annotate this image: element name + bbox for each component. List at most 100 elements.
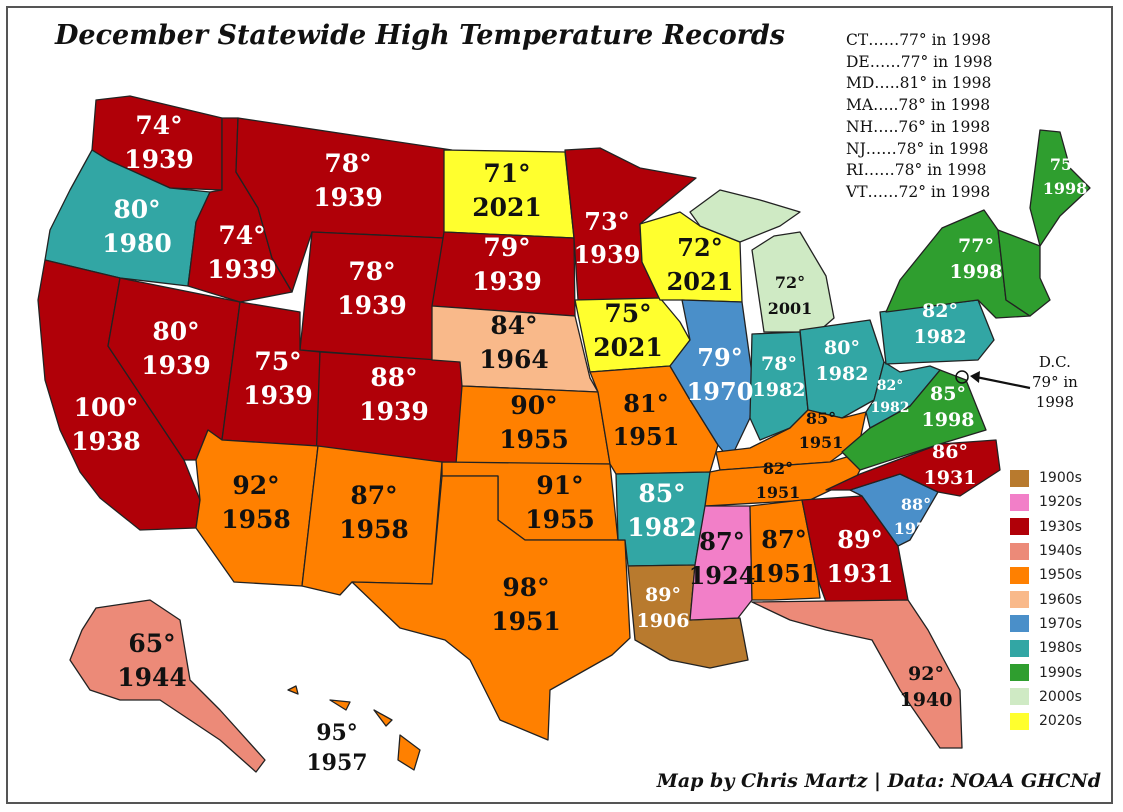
dc-note: D.C. 79° in 1998: [1032, 352, 1078, 412]
legend-swatch: [1010, 615, 1029, 633]
state-temp-tn: 82°: [763, 459, 793, 478]
state-temp-nd: 71°: [483, 159, 530, 188]
state-temp-fl: 92°: [908, 663, 944, 685]
state-temp-sd: 79°: [483, 233, 530, 262]
state-year-tx: 1951: [491, 607, 561, 636]
state-temp-wi: 72°: [677, 233, 722, 262]
state-temp-az: 92°: [232, 471, 279, 500]
state-nc: [825, 439, 1001, 497]
map-credit: Map by Chris Martz | Data: NOAA GHCNd: [656, 770, 1101, 792]
state-wv: [865, 361, 941, 429]
state-temp-or: 80°: [113, 195, 160, 224]
small-state-ma: MA…..78° in 1998: [846, 96, 991, 115]
small-state-ct: CT……77° in 1998: [846, 31, 991, 49]
state-temp-ks: 90°: [510, 391, 557, 420]
legend-item: 2000s: [1010, 685, 1082, 709]
state-year-pa: 1982: [914, 326, 967, 348]
legend-item: 1960s: [1010, 587, 1082, 611]
state-year-me: 1998: [1043, 179, 1088, 198]
dc-note-line1: D.C.: [1038, 353, 1071, 371]
labels-layer: 74° 1939 80° 1980 100° 1938 80° 1939 74° 1939 78° 1…: [71, 111, 1087, 776]
state-year-wy: 1939: [337, 291, 407, 320]
legend-swatch: [1010, 518, 1029, 536]
state-temp-ia: 75°: [604, 299, 651, 328]
legend-item: 1940s: [1010, 539, 1082, 563]
legend-label: 1930s: [1039, 518, 1082, 535]
state-year-ia: 2021: [593, 333, 663, 362]
state-year-mi: 2001: [768, 299, 813, 318]
small-state-nj: NJ……78° in 1998: [846, 139, 989, 158]
state-ky: [715, 409, 867, 471]
state-year-nc: 1931: [924, 467, 977, 489]
state-temp-wy: 78°: [348, 257, 395, 286]
state-year-va: 1998: [922, 409, 975, 431]
legend-item: 1920s: [1010, 490, 1082, 514]
state-temp-ms: 87°: [699, 527, 744, 556]
legend-swatch: [1010, 469, 1029, 487]
state-year-mn: 1939: [574, 240, 641, 269]
state-year-ne: 1964: [479, 345, 549, 374]
state-year-la: 1906: [637, 610, 690, 632]
state-year-oh: 1982: [816, 363, 869, 385]
legend-swatch: [1010, 591, 1029, 609]
legend-label: 2020s: [1039, 713, 1082, 730]
legend-item: 1990s: [1010, 660, 1082, 684]
state-year-wv: 1982: [871, 400, 910, 416]
state-year-ks: 1955: [499, 425, 569, 454]
state-temp-nc: 86°: [932, 441, 968, 463]
state-temp-mo: 81°: [623, 389, 668, 418]
legend-item: 1980s: [1010, 636, 1082, 660]
state-temp-co: 88°: [370, 363, 417, 392]
state-year-al: 1951: [751, 559, 818, 588]
decade-legend: 1900s 1920s 1930s 1940s 1950s 1960s 1970s 1980s…: [1010, 466, 1082, 733]
state-temp-va: 85°: [930, 383, 966, 405]
state-year-wi: 2021: [667, 267, 734, 296]
state-temp-ok: 91°: [536, 471, 583, 500]
state-year-ms: 1924: [689, 561, 756, 590]
state-temp-ar: 85°: [638, 479, 685, 508]
state-temp-ne: 84°: [490, 311, 537, 340]
state-year-hi: 1957: [306, 750, 367, 776]
small-state-ri: RI……78° in 1998: [846, 161, 987, 180]
state-temp-wv: 82°: [877, 378, 903, 394]
state-year-or: 1980: [102, 229, 172, 258]
state-temp-al: 87°: [761, 525, 806, 554]
state-temp-ny: 77°: [958, 235, 994, 257]
legend-label: 1990s: [1039, 664, 1082, 681]
state-temp-ca: 100°: [74, 393, 139, 422]
legend-label: 1950s: [1039, 567, 1082, 584]
legend-label: 1940s: [1039, 543, 1082, 560]
legend-label: 1900s: [1039, 470, 1082, 487]
legend-label: 1970s: [1039, 615, 1082, 632]
state-temp-mi: 72°: [775, 273, 805, 292]
state-year-az: 1958: [221, 505, 291, 534]
state-year-mt: 1939: [313, 183, 383, 212]
state-mi: [689, 189, 835, 333]
legend-item: 1930s: [1010, 515, 1082, 539]
state-ne-small: [997, 229, 1051, 317]
state-year-ut: 1939: [243, 381, 313, 410]
dc-note-line2: 79° in: [1032, 373, 1078, 391]
states-layer: [37, 95, 1091, 773]
state-year-wa: 1939: [124, 145, 194, 174]
legend-swatch: [1010, 712, 1029, 730]
state-year-in: 1982: [753, 379, 806, 401]
state-temp-me: 75°: [1050, 155, 1080, 174]
dc-note-line3: 1998: [1035, 393, 1074, 411]
legend-label: 1920s: [1039, 494, 1082, 511]
state-hi: [287, 685, 421, 771]
state-temp-ut: 75°: [254, 347, 301, 376]
state-year-ky: 1951: [799, 433, 844, 452]
state-temp-ga: 89°: [837, 525, 882, 554]
state-year-fl: 1940: [900, 689, 953, 711]
state-year-sc: 1972: [894, 519, 939, 538]
state-temp-in: 78°: [761, 353, 797, 375]
legend-label: 1960s: [1039, 591, 1082, 608]
legend-item: 1950s: [1010, 563, 1082, 587]
state-temp-oh: 80°: [824, 337, 860, 359]
legend-swatch: [1010, 493, 1029, 511]
state-temp-pa: 82°: [922, 300, 958, 322]
state-tx: [351, 475, 631, 741]
state-temp-il: 79°: [697, 343, 742, 372]
state-year-nv: 1939: [141, 351, 211, 380]
